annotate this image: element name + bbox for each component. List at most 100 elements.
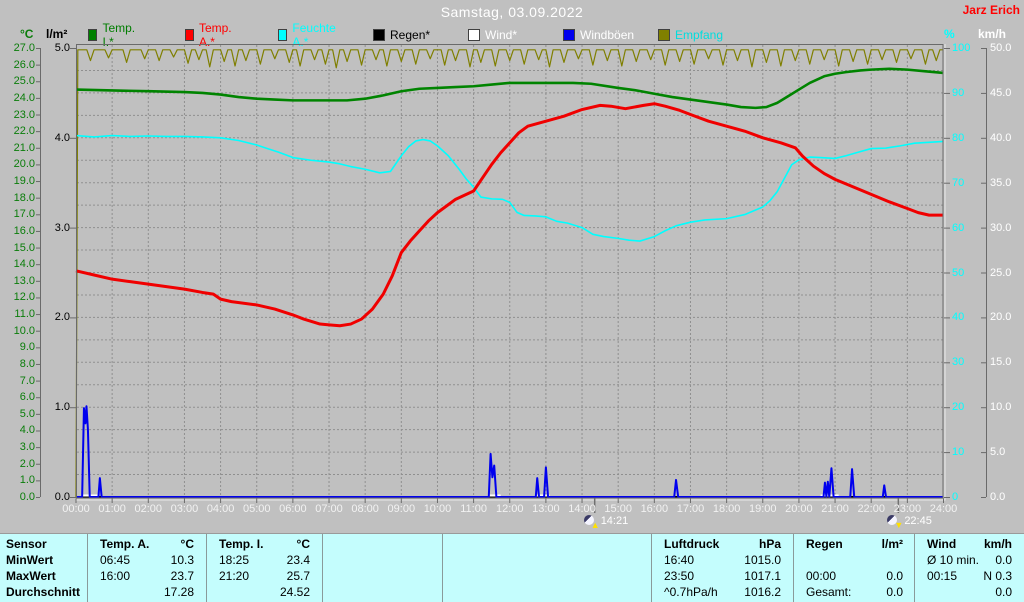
- table-cell-value: 10.3: [170, 553, 194, 567]
- legend-label-windboeen: Windböen: [580, 28, 635, 42]
- time-tick-label: 15:00: [604, 503, 632, 515]
- legend-label-feuchte_a: Feuchte A.*: [292, 21, 336, 49]
- time-tick-label: 19:00: [749, 503, 777, 515]
- temp_c-tick-label: 15.0: [13, 241, 35, 254]
- time-tick-label: 08:00: [351, 503, 379, 515]
- time-tick-label: 11:00: [460, 503, 487, 515]
- wind_kmh-tick-label: 25.0: [990, 266, 1012, 279]
- temp_c-tick-label: 20.0: [13, 158, 35, 171]
- time-tick-label: 06:00: [279, 503, 307, 515]
- wind_kmh-tick-label: 20.0: [990, 311, 1012, 324]
- rain_lm2-tick-label: 3.0: [54, 221, 70, 234]
- wind_kmh-tick-label: 0.0: [990, 491, 1006, 503]
- temp_c-tick-label: 2.0: [19, 457, 35, 470]
- table-cell-time: Ø 10 min.: [927, 553, 980, 567]
- temp_c-tick-label: 24.0: [13, 91, 35, 104]
- rain_lm2-tick-label: 5.0: [54, 42, 70, 54]
- rain_lm2-tick-label: 1.0: [54, 401, 70, 414]
- wind_kmh-tick-label: 15.0: [990, 356, 1012, 369]
- table-col-header: Temp. A.: [100, 537, 150, 551]
- table-cell-value: 17.28: [163, 585, 194, 599]
- moon-event-time: 14:21: [600, 515, 629, 527]
- time-tick-label: 05:00: [242, 503, 271, 515]
- temp_c-tick-label: 19.0: [13, 175, 35, 188]
- humidity_pct-tick-label: 100: [952, 42, 971, 54]
- wind_kmh-tick-label: 10.0: [990, 401, 1012, 414]
- table-col-unit: hPa: [758, 537, 781, 551]
- table-cell-time: 06:45: [100, 553, 131, 567]
- table-cell-time: 00:15: [927, 569, 958, 583]
- temp_c-tick-label: 22.0: [13, 125, 35, 138]
- temp_c-tick-label: 0.0: [19, 491, 35, 503]
- wind_kmh-tick-label: 30.0: [990, 221, 1012, 234]
- temp_c-tick-label: 25.0: [13, 75, 35, 88]
- legend-item-feuchte_a[interactable]: Feuchte A.*: [278, 21, 338, 49]
- legend-item-temp_a[interactable]: Temp. A.*: [185, 21, 235, 49]
- table-cell-value: 1016.2: [744, 585, 781, 599]
- wind_kmh-tick-label: 50.0: [990, 42, 1012, 54]
- table-cell-value: 0.0: [886, 585, 903, 599]
- temp_c-tick-label: 27.0: [13, 42, 35, 54]
- series-feuchte_a: [75, 134, 944, 242]
- temp_c-tick-label: 8.0: [19, 357, 35, 370]
- rain_lm2-tick-label: 2.0: [54, 311, 70, 324]
- humidity_pct-tick-label: 10: [952, 446, 965, 459]
- legend-swatch-wind: [468, 29, 480, 41]
- time-tick-label: 20:00: [785, 503, 813, 515]
- time-tick-label: 14:00: [568, 503, 596, 515]
- legend-item-wind[interactable]: Wind*: [468, 28, 517, 42]
- legend-swatch-temp_a: [185, 29, 194, 41]
- rain_lm2-tick-label: 4.0: [54, 131, 70, 144]
- temp_c-tick-label: 26.0: [13, 58, 35, 71]
- series-temp_a: [75, 102, 944, 328]
- legend-swatch-regen: [373, 29, 385, 41]
- time-tick-label: 02:00: [134, 503, 163, 515]
- legend-item-regen[interactable]: Regen*: [373, 28, 431, 42]
- legend-swatch-feuchte_a: [278, 29, 288, 41]
- legend-label-regen: Regen*: [390, 28, 431, 42]
- time-tick-label: 21:00: [821, 503, 849, 515]
- table-divider: [322, 534, 323, 602]
- table-col-unit: l/m²: [881, 537, 903, 551]
- time-tick-label: 12:00: [495, 503, 524, 515]
- moon-event-time: 22:45: [904, 515, 932, 527]
- time-tick-label: 16:00: [640, 503, 669, 515]
- table-divider: [442, 534, 443, 602]
- legend-item-temp_i[interactable]: Temp. I.*: [88, 21, 138, 49]
- legend-swatch-temp_i: [88, 29, 98, 41]
- time-tick-label: 23:00: [893, 503, 922, 515]
- temp_c-tick-label: 16.0: [13, 224, 35, 237]
- time-tick-label: 13:00: [532, 503, 560, 515]
- time-tick-label: 04:00: [206, 503, 235, 515]
- table-divider: [87, 534, 88, 602]
- table-col-unit: °C: [180, 537, 194, 551]
- moon-rise-arrow-icon: ▲: [590, 520, 600, 530]
- table-cell-time: 16:40: [664, 553, 695, 567]
- table-col-header: Regen: [806, 537, 843, 551]
- temp_c-tick-label: 10.0: [13, 324, 35, 337]
- temp_c-tick-label: 23.0: [13, 108, 35, 121]
- table-divider: [793, 534, 794, 602]
- table-cell-time: 00:00: [806, 569, 837, 583]
- table-cell-value: 23.4: [286, 553, 310, 567]
- table-row-label: Sensor: [6, 537, 47, 551]
- legend-item-empfang[interactable]: Empfang: [658, 28, 724, 42]
- table-row-label: Durchschnitt: [6, 585, 81, 599]
- time-tick-label: 17:00: [676, 503, 705, 515]
- time-tick-label: 18:00: [712, 503, 741, 515]
- legend-label-empfang: Empfang: [675, 28, 724, 42]
- time-tick-label: 00:00: [62, 503, 90, 515]
- table-cell-time: 16:00: [100, 569, 131, 583]
- legend-label-temp_i: Temp. I.*: [102, 21, 136, 49]
- temp_c-tick-label: 6.0: [19, 391, 35, 404]
- table-cell-value: 25.7: [286, 569, 310, 583]
- legend-item-windboeen[interactable]: Windböen: [563, 28, 635, 42]
- humidity_pct-tick-label: 80: [952, 131, 965, 144]
- table-divider: [914, 534, 915, 602]
- temp_c-tick-label: 4.0: [19, 424, 35, 437]
- table-cell-value: 1017.1: [744, 569, 781, 583]
- temp_c-tick-label: 17.0: [13, 208, 35, 221]
- table-cell-time: ^0.7hPa/h: [664, 585, 718, 599]
- temp_c-tick-label: 1.0: [19, 474, 35, 487]
